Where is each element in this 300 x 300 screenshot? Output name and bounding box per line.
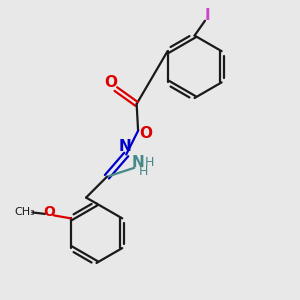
Text: O: O [104,75,117,90]
Text: O: O [139,126,152,141]
Text: O: O [44,206,55,219]
Text: H: H [144,156,154,169]
Text: CH₃: CH₃ [15,207,35,217]
Text: H: H [139,165,148,178]
Text: N: N [118,139,131,154]
Text: I: I [204,8,210,23]
Text: N: N [132,155,145,170]
